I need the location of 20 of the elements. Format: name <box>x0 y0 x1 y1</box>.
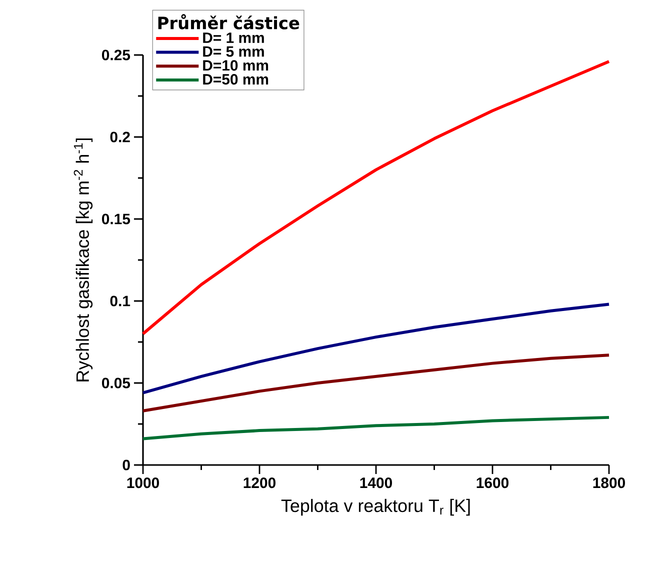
x-tick-label: 1200 <box>244 478 276 488</box>
x-tick-label: 1000 <box>127 478 159 488</box>
y-tick-label: 0.05 <box>102 378 130 388</box>
line-series <box>142 60 610 336</box>
x-tick-label: 1600 <box>476 478 508 488</box>
y-tick-label: 0.15 <box>102 214 130 224</box>
y-axis-title: Rychlost gasifikace [kg m$^{-2}$ h$^{-1}$] <box>74 138 93 382</box>
legend-title: Průměr částice <box>158 14 300 30</box>
legend-label: D=50 mm <box>203 74 268 85</box>
x-tick-label: 1800 <box>593 478 625 488</box>
legend-label: D=10 mm <box>203 60 268 71</box>
line-series <box>142 302 610 394</box>
y-tick-label: 0.2 <box>110 132 130 142</box>
x-axis-title: Teplota v reaktoru T$_{r}$ [K] <box>281 498 470 516</box>
legend-label: D= 5 mm <box>203 46 264 57</box>
y-tick-label: 0 <box>122 460 130 470</box>
y-tick-label: 0.1 <box>110 296 130 306</box>
y-tick-label: 0.25 <box>102 50 130 60</box>
x-tick-label: 1400 <box>360 478 392 488</box>
legend-label: D= 1 mm <box>203 32 264 43</box>
